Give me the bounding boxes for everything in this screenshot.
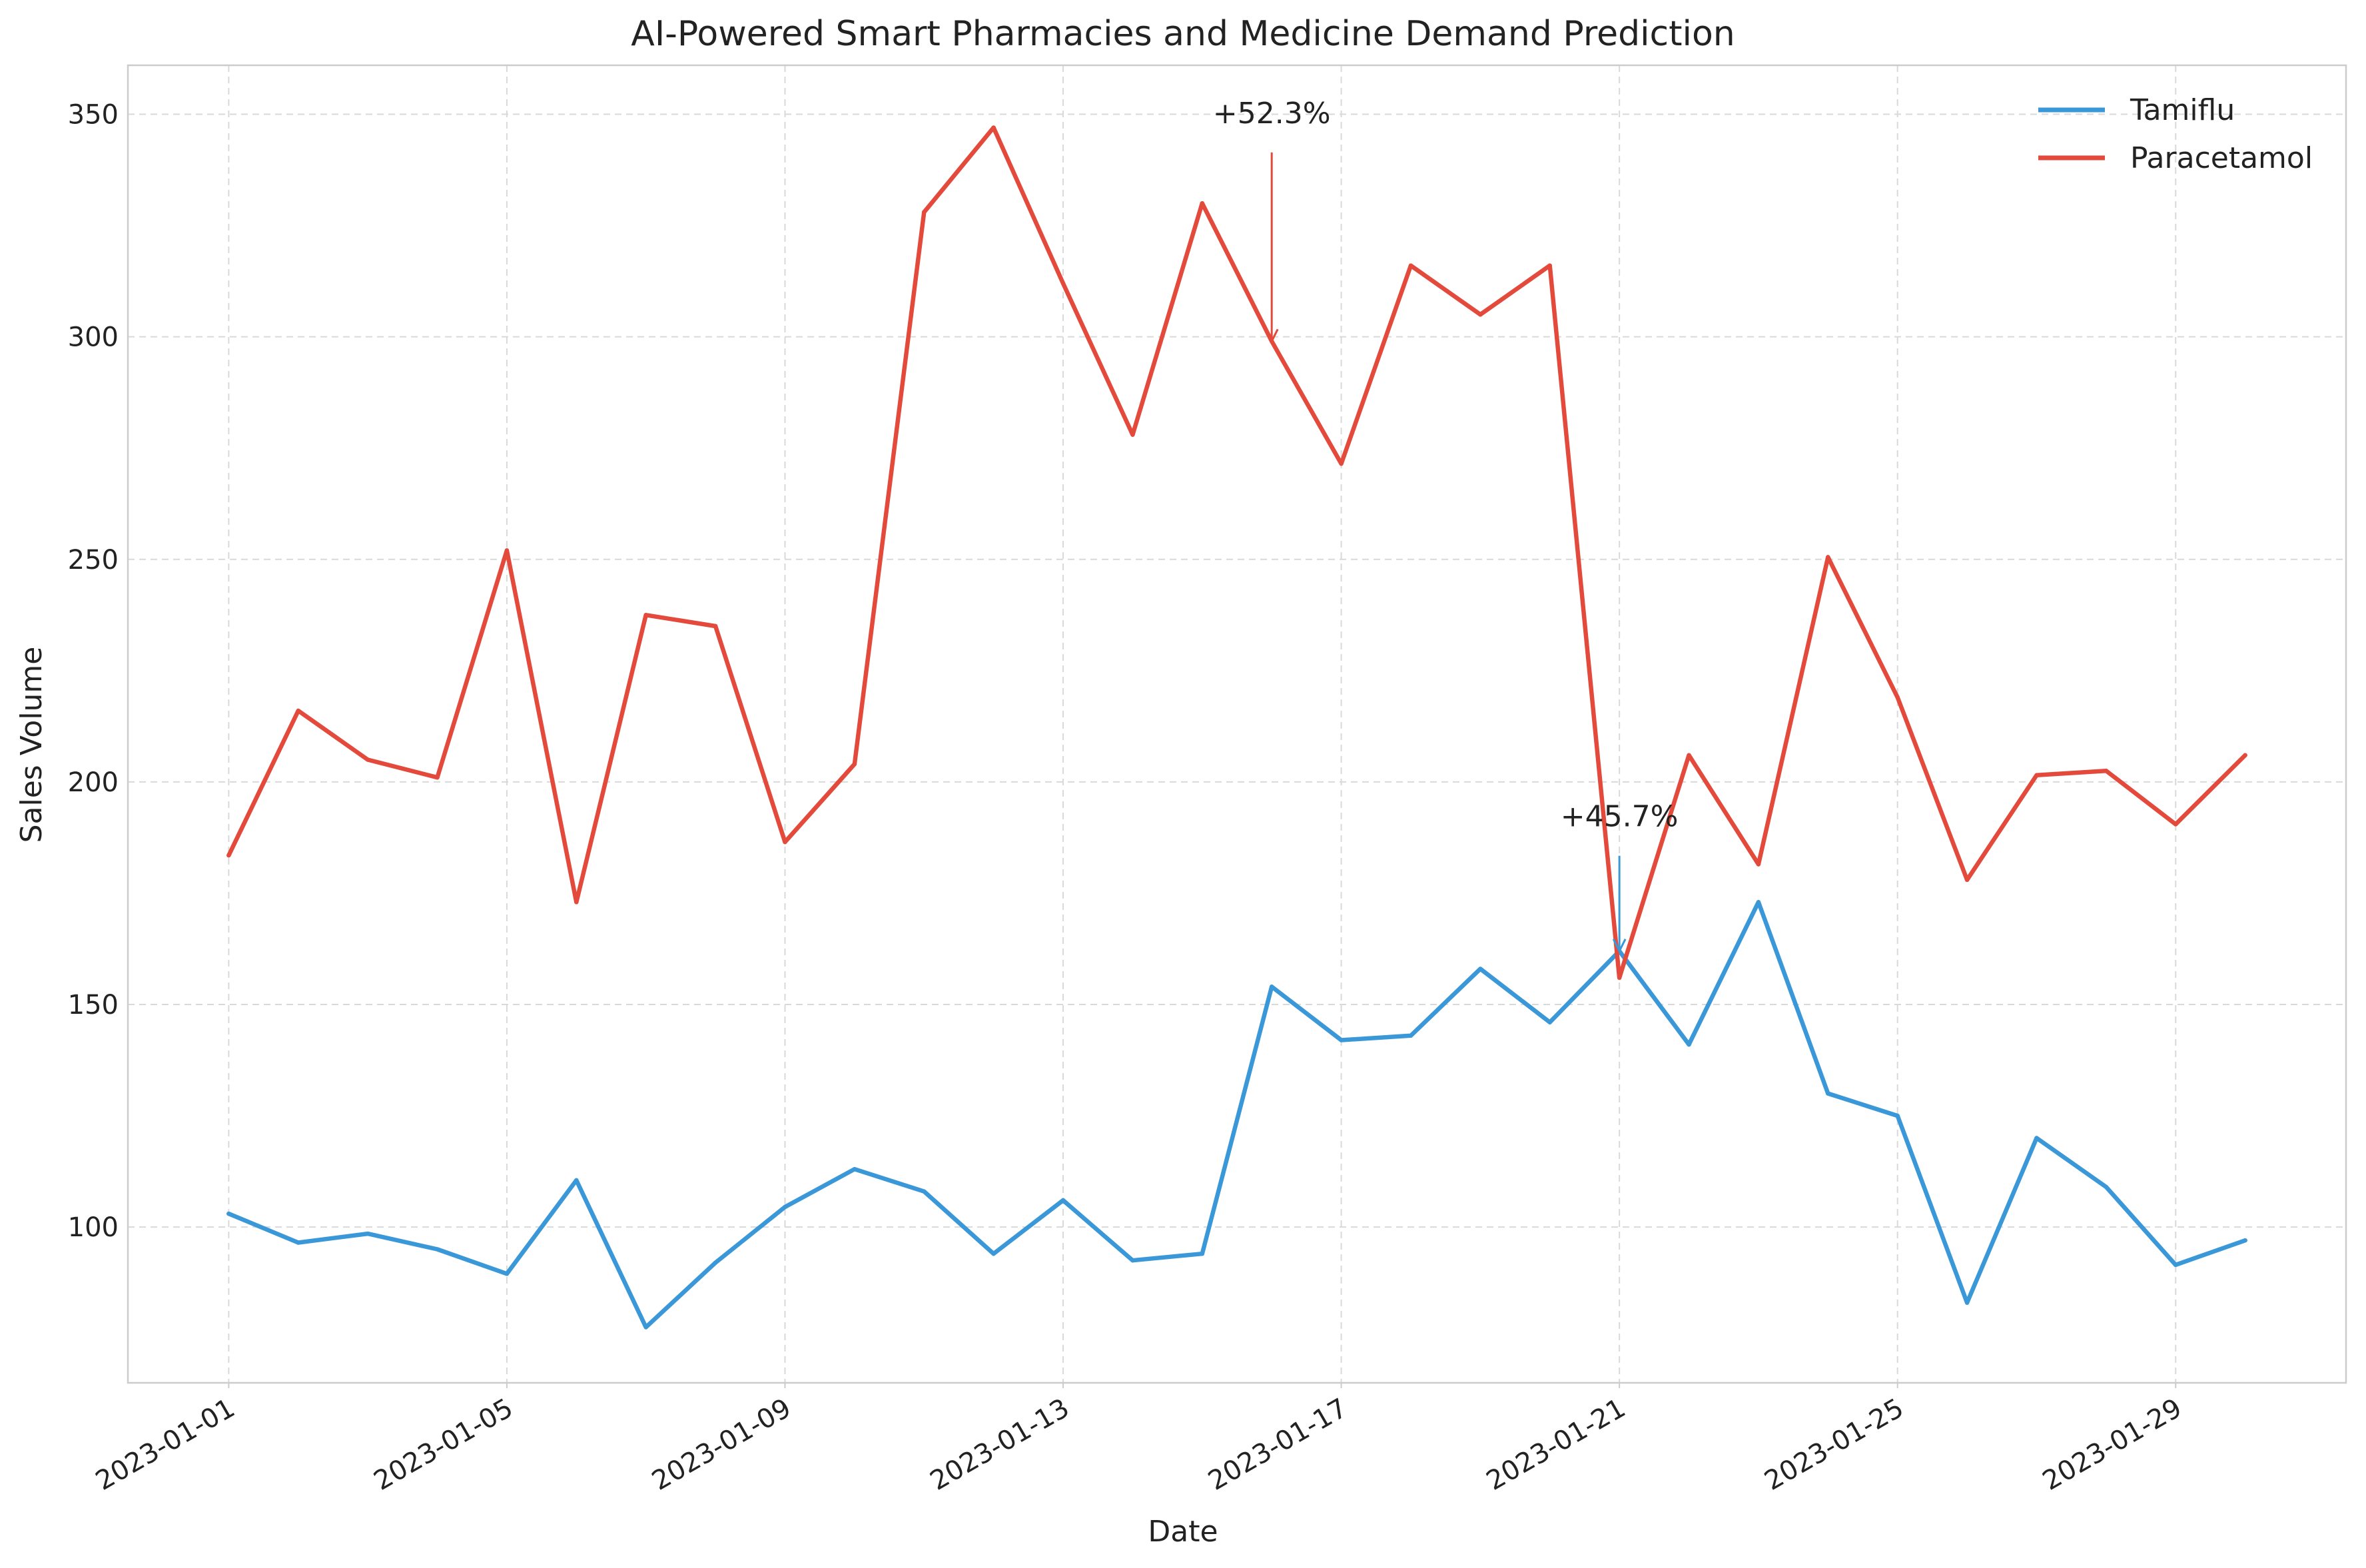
x-axis-title: Date [1148,1515,1218,1549]
data-point-tamiflu [435,1247,440,1252]
data-point-paracetamol [1547,263,1552,268]
data-point-tamiflu [2243,1238,2247,1243]
data-point-paracetamol [1964,877,1970,883]
data-point-paracetamol [1895,695,1900,700]
data-point-tamiflu [296,1240,300,1245]
data-point-paracetamol [2243,753,2247,757]
data-point-paracetamol [1478,312,1483,317]
data-point-tamiflu [1200,1252,1205,1256]
data-point-tamiflu [1687,1042,1691,1047]
data-point-tamiflu [504,1272,510,1276]
data-point-paracetamol [1200,200,1205,206]
data-point-paracetamol [574,900,579,905]
y-tick-label: 100 [68,1212,119,1243]
data-point-paracetamol [2104,768,2109,773]
y-tick-label: 300 [68,322,119,353]
data-point-tamiflu [1478,967,1483,971]
data-point-tamiflu [2034,1136,2039,1140]
data-point-tamiflu [574,1178,579,1183]
data-point-tamiflu [2104,1184,2109,1190]
data-point-tamiflu [1895,1113,1900,1118]
data-point-tamiflu [365,1231,370,1236]
data-point-tamiflu [1964,1300,1970,1305]
data-point-paracetamol [365,757,370,762]
data-point-paracetamol [713,623,718,629]
data-point-paracetamol [1687,753,1691,757]
data-point-tamiflu [2173,1262,2178,1268]
data-point-tamiflu [1130,1258,1135,1263]
annotation-arrowhead [1612,939,1627,954]
legend: Tamiflu Paracetamol [2038,93,2313,175]
data-point-paracetamol [2173,822,2178,827]
data-point-paracetamol [226,853,231,858]
data-point-paracetamol [1130,432,1135,437]
annotations: +52.3% +45.7% [1213,97,1679,954]
legend-label-tamiflu: Tamiflu [2130,93,2235,127]
series-lines [226,125,2247,1330]
y-tick-label: 150 [68,990,119,1020]
legend-label-paracetamol: Paracetamol [2130,141,2313,175]
data-point-paracetamol [852,761,857,767]
axes [127,64,2347,1384]
y-tick-label: 250 [68,545,119,576]
plot-frame [127,64,2347,1384]
data-point-tamiflu [991,1252,996,1256]
data-point-tamiflu [643,1325,648,1330]
data-point-tamiflu [783,1204,787,1210]
data-point-tamiflu [1756,900,1761,905]
data-point-paracetamol [991,125,996,130]
data-point-tamiflu [1408,1033,1413,1038]
data-point-paracetamol [1060,281,1066,286]
data-point-tamiflu [1547,1020,1552,1024]
data-point-tamiflu [1269,984,1274,989]
y-axis-title: Sales Volume [15,647,49,843]
data-point-paracetamol [922,210,927,214]
y-tick-label: 200 [68,767,119,798]
data-point-paracetamol [296,708,300,713]
data-point-paracetamol [1826,555,1830,560]
annotation-arrowhead [1264,328,1279,344]
data-point-paracetamol [504,548,510,553]
data-point-paracetamol [783,839,787,845]
data-point-paracetamol [1408,263,1413,268]
series-line-paracetamol [226,125,2247,980]
annotation-label: +52.3% [1213,97,1331,131]
data-point-tamiflu [226,1211,231,1216]
data-point-tamiflu [1060,1198,1066,1203]
chart-title: AI-Powered Smart Pharmacies and Medicine… [631,14,1735,54]
annotation-label: +45.7% [1561,800,1679,834]
data-point-tamiflu [852,1167,857,1172]
data-point-paracetamol [1756,862,1761,867]
data-point-tamiflu [1826,1091,1830,1096]
data-point-paracetamol [643,613,648,617]
data-point-tamiflu [1339,1038,1344,1042]
data-point-paracetamol [1339,461,1344,466]
data-point-tamiflu [713,1260,718,1265]
y-tick-label: 350 [68,100,119,131]
data-point-tamiflu [922,1189,927,1194]
data-point-paracetamol [435,775,440,780]
data-point-paracetamol [1617,975,1622,980]
series-line-tamiflu [226,900,2247,1330]
data-point-paracetamol [2034,773,2039,778]
